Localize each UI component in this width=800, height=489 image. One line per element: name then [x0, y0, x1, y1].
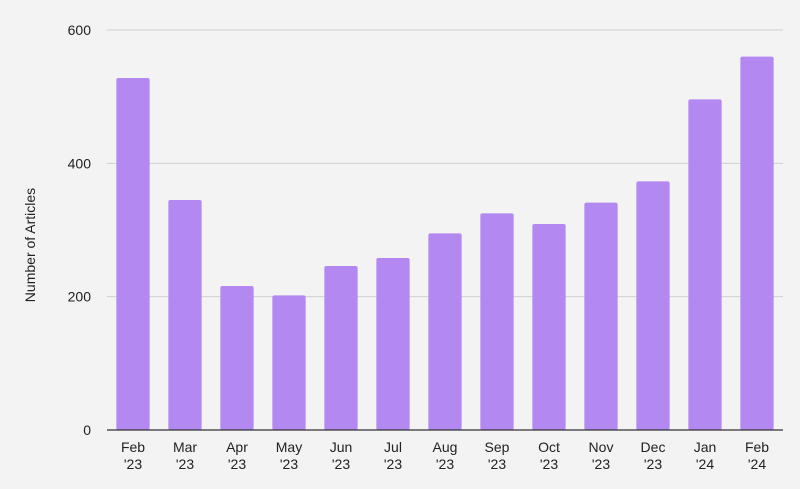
x-tick-label-month: Dec — [641, 439, 666, 455]
x-tick-label-month: Jul — [384, 439, 402, 455]
bar-feb-23 — [116, 78, 150, 430]
x-tick-label-year: '23 — [540, 456, 558, 472]
x-tick-label-month: Nov — [589, 439, 614, 455]
bar-sep-23 — [480, 213, 514, 430]
x-tick-label-year: '23 — [384, 456, 402, 472]
y-tick-label: 0 — [83, 422, 91, 438]
y-tick-label: 200 — [68, 289, 92, 305]
x-tick-label-month: Feb — [121, 439, 145, 455]
x-tick-label-year: '23 — [488, 456, 506, 472]
x-tick-label-year: '23 — [124, 456, 142, 472]
bar-jan-24 — [688, 99, 722, 430]
x-tick-label-month: Apr — [226, 439, 248, 455]
x-tick-label-year: '23 — [436, 456, 454, 472]
x-tick-label-year: '23 — [176, 456, 194, 472]
x-tick-label-month: Mar — [173, 439, 197, 455]
bar-nov-23 — [584, 202, 618, 430]
x-tick-labels: Feb'23Mar'23Apr'23May'23Jun'23Jul'23Aug'… — [121, 439, 769, 472]
y-tick-label: 600 — [68, 22, 92, 38]
x-tick-label-month: Feb — [745, 439, 769, 455]
x-tick-label-month: Aug — [433, 439, 458, 455]
bars — [116, 56, 774, 431]
bar-jun-23 — [324, 266, 358, 430]
x-tick-label-month: Jan — [694, 439, 717, 455]
bar-may-23 — [272, 295, 306, 430]
y-axis-title: Number of Articles — [22, 188, 38, 302]
x-tick-label-year: '23 — [228, 456, 246, 472]
x-tick-label-month: Jun — [330, 439, 353, 455]
x-tick-label-month: Oct — [538, 439, 560, 455]
x-tick-label-year: '23 — [280, 456, 298, 472]
x-tick-label-month: May — [276, 439, 302, 455]
bar-mar-23 — [168, 200, 202, 430]
x-tick-label-year: '23 — [592, 456, 610, 472]
x-tick-label-year: '24 — [748, 456, 766, 472]
bar-oct-23 — [532, 224, 566, 430]
x-tick-label-year: '23 — [332, 456, 350, 472]
y-tick-label: 400 — [68, 155, 92, 171]
bar-apr-23 — [220, 286, 254, 430]
x-tick-label-year: '23 — [644, 456, 662, 472]
x-tick-label-year: '24 — [696, 456, 714, 472]
bar-feb-24 — [740, 56, 774, 431]
bar-aug-23 — [428, 233, 462, 430]
x-tick-label-month: Sep — [485, 439, 510, 455]
bar-dec-23 — [636, 181, 670, 430]
y-tick-labels: 0 200 400 600 — [68, 22, 92, 438]
bar-jul-23 — [376, 258, 410, 430]
